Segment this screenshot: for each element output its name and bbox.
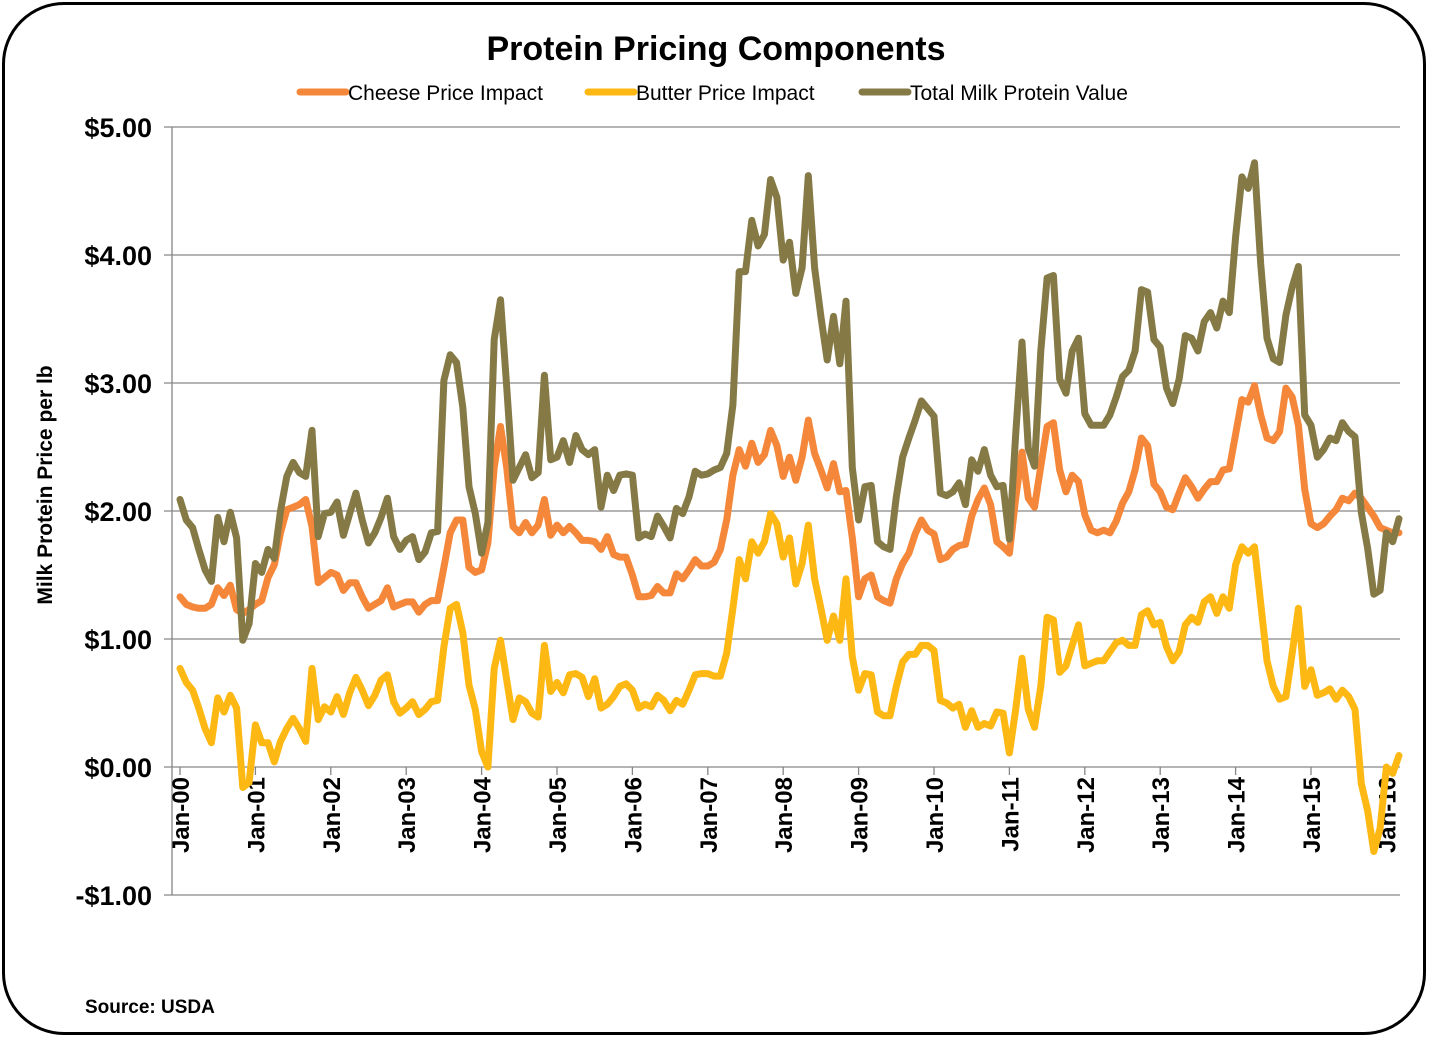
x-tick-label: Jan-01: [243, 777, 270, 853]
x-tick-label: Jan-06: [620, 777, 647, 853]
series-line-butter-price-impact: [176, 510, 1403, 855]
x-tick-label: Jan-04: [470, 776, 497, 853]
series-line-cheese-price-impact: [176, 382, 1403, 617]
x-tick-label: Jan-10: [922, 777, 949, 853]
x-tick-label: Jan-03: [394, 777, 421, 853]
y-tick-label: -$1.00: [75, 881, 152, 911]
x-axis: Jan-00 Jan-01 Jan-02 Jan-03 Jan-04 Jan-05 Jan-…: [168, 767, 1401, 853]
legend-label: Cheese Price Impact: [348, 82, 543, 105]
x-tick-label: Jan-13: [1148, 777, 1175, 853]
x-tick-label: Jan-08: [771, 777, 798, 853]
chart-title: Protein Pricing Components: [486, 30, 945, 68]
x-tick-label: Jan-07: [696, 777, 723, 853]
series-lines: [176, 159, 1403, 855]
y-tick-label: $0.00: [84, 753, 152, 783]
y-tick-label: $2.00: [84, 497, 152, 527]
x-tick-label: Jan-14: [1224, 776, 1251, 853]
legend-label: Butter Price Impact: [636, 82, 815, 105]
legend: Cheese Price Impact Butter Price Impact To…: [296, 82, 1128, 105]
x-tick-label: Jan-09: [847, 777, 874, 853]
source-note: Source: USDA: [85, 997, 215, 1018]
y-tick-label: $3.00: [84, 369, 152, 399]
x-tick-label: Jan-15: [1299, 777, 1326, 853]
y-tick-label: $5.00: [84, 113, 152, 143]
y-tick-label: $1.00: [84, 625, 152, 655]
y-tick-label: $4.00: [84, 241, 152, 271]
series-line-total-milk-protein-value: [176, 159, 1403, 644]
y-axis-ticks: $5.00 $4.00 $3.00 $2.00 $1.00 $0.00 -$1.00: [75, 113, 152, 911]
x-tick-label: Jan-02: [319, 777, 346, 853]
x-tick-label: Jan-12: [1073, 777, 1100, 853]
x-tick-label: Jan-00: [168, 777, 195, 853]
gridlines: [164, 126, 1400, 896]
y-axis-title: Milk Protein Price per lb: [34, 365, 57, 604]
x-tick-label: Jan-05: [545, 777, 572, 853]
legend-label: Total Milk Protein Value: [910, 82, 1128, 105]
x-tick-label: Jan-11: [997, 777, 1024, 852]
